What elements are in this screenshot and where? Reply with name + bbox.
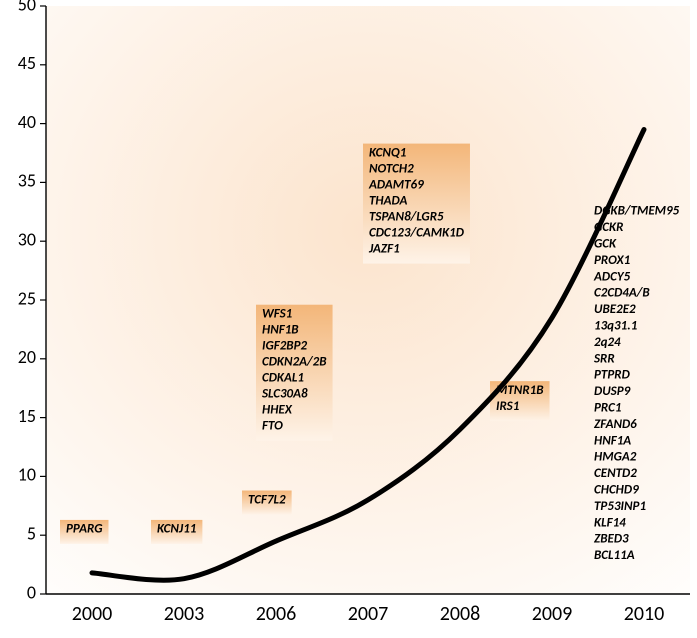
gene-label: SLC30A8 bbox=[261, 387, 308, 402]
gene-label: KCNJ11 bbox=[157, 522, 197, 537]
gene-label: PTPRD bbox=[594, 368, 631, 383]
y-tick-label: 10 bbox=[18, 464, 36, 486]
gene-label: ZFAND6 bbox=[593, 417, 637, 432]
y-tick-label: 45 bbox=[18, 52, 36, 74]
gene-label: GCK bbox=[594, 237, 617, 252]
y-tick-label: 35 bbox=[18, 170, 36, 192]
gene-label: TCF7L2 bbox=[248, 492, 286, 507]
gene-label: CDC123/CAMK1D bbox=[369, 225, 465, 240]
gene-label: UBE2E2 bbox=[594, 302, 636, 317]
gene-label: PPARG bbox=[66, 522, 103, 537]
gene-label: CENTD2 bbox=[594, 466, 637, 481]
gene-label: WFS1 bbox=[262, 307, 293, 322]
gene-label: CHCHD9 bbox=[594, 483, 639, 498]
gene-label: HNF1B bbox=[262, 323, 299, 338]
chart-svg: 0 5 10 15 20 25 30 35 40 45 50 2000 2003 2006 2007 2008… bbox=[0, 0, 697, 638]
gene-label: TSPAN8/LGR5 bbox=[369, 209, 444, 224]
x-tick-label: 2007 bbox=[348, 602, 389, 626]
gene-label: KLF14 bbox=[594, 515, 626, 530]
gene-label: ZBED3 bbox=[593, 532, 629, 547]
y-tick-label: 0 bbox=[27, 581, 36, 603]
box-2000: PPARG bbox=[60, 520, 109, 544]
x-tick-label: 2006 bbox=[256, 602, 297, 626]
gene-label: IGF2BP2 bbox=[262, 339, 308, 354]
gene-label: PROX1 bbox=[594, 253, 631, 268]
box-2006: TCF7L2 bbox=[242, 491, 292, 515]
y-tick-label: 30 bbox=[18, 228, 36, 250]
gene-label: SRR bbox=[593, 351, 615, 366]
gene-label: ADAMT69 bbox=[368, 177, 424, 192]
gene-label: IRS1 bbox=[496, 399, 520, 414]
box-2007: WFS1HNF1BIGF2BP2CDKN2A/2BCDKAL1SLC30A8HH… bbox=[256, 305, 333, 441]
gene-label: CDKAL1 bbox=[262, 371, 304, 386]
y-tick-label: 15 bbox=[18, 405, 36, 427]
y-tick-label: 5 bbox=[27, 522, 36, 544]
gene-label: C2CD4A/B bbox=[594, 286, 650, 301]
x-tick-label: 2003 bbox=[164, 602, 205, 626]
x-tick-label: 2008 bbox=[440, 602, 481, 626]
gene-label: PRC1 bbox=[594, 401, 622, 416]
gene-label: HHEX bbox=[262, 403, 293, 418]
gene-label: JAZF1 bbox=[368, 241, 400, 256]
y-tick-label: 25 bbox=[18, 287, 36, 309]
gene-discovery-chart: 0 5 10 15 20 25 30 35 40 45 50 2000 2003 2006 2007 2008… bbox=[0, 0, 697, 638]
x-tick-label: 2010 bbox=[624, 602, 665, 626]
gene-label: DUSP9 bbox=[594, 384, 631, 399]
gene-label: CDKN2A/2B bbox=[262, 355, 327, 370]
gene-label: BCL11A bbox=[594, 548, 635, 563]
gene-label: 13q31.1 bbox=[594, 319, 638, 334]
gene-label: ADCY5 bbox=[593, 269, 631, 284]
gene-label: FTO bbox=[262, 419, 283, 434]
gene-label: 2q24 bbox=[594, 335, 621, 350]
y-tick-label: 50 bbox=[18, 0, 36, 15]
gene-label: NOTCH2 bbox=[369, 161, 414, 176]
box-2003: KCNJ11 bbox=[151, 520, 202, 544]
box-2008: KCNQ1NOTCH2ADAMT69THADATSPAN8/LGR5CDC123… bbox=[363, 144, 470, 264]
gene-label: KCNQ1 bbox=[369, 145, 407, 160]
y-tick-label: 20 bbox=[18, 346, 36, 368]
y-tick-label: 40 bbox=[18, 111, 36, 133]
gene-label: HMGA2 bbox=[594, 450, 637, 465]
x-tick-label: 2000 bbox=[72, 602, 113, 626]
x-tick-label: 2009 bbox=[532, 602, 573, 626]
gene-label: TP53INP1 bbox=[594, 499, 646, 514]
gene-label: THADA bbox=[369, 193, 407, 208]
gene-label: HNF1A bbox=[594, 433, 631, 448]
